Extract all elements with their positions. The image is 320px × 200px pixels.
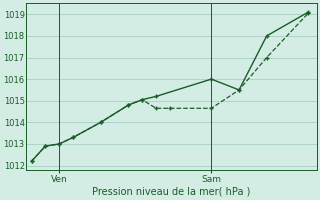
- X-axis label: Pression niveau de la mer( hPa ): Pression niveau de la mer( hPa ): [92, 187, 251, 197]
